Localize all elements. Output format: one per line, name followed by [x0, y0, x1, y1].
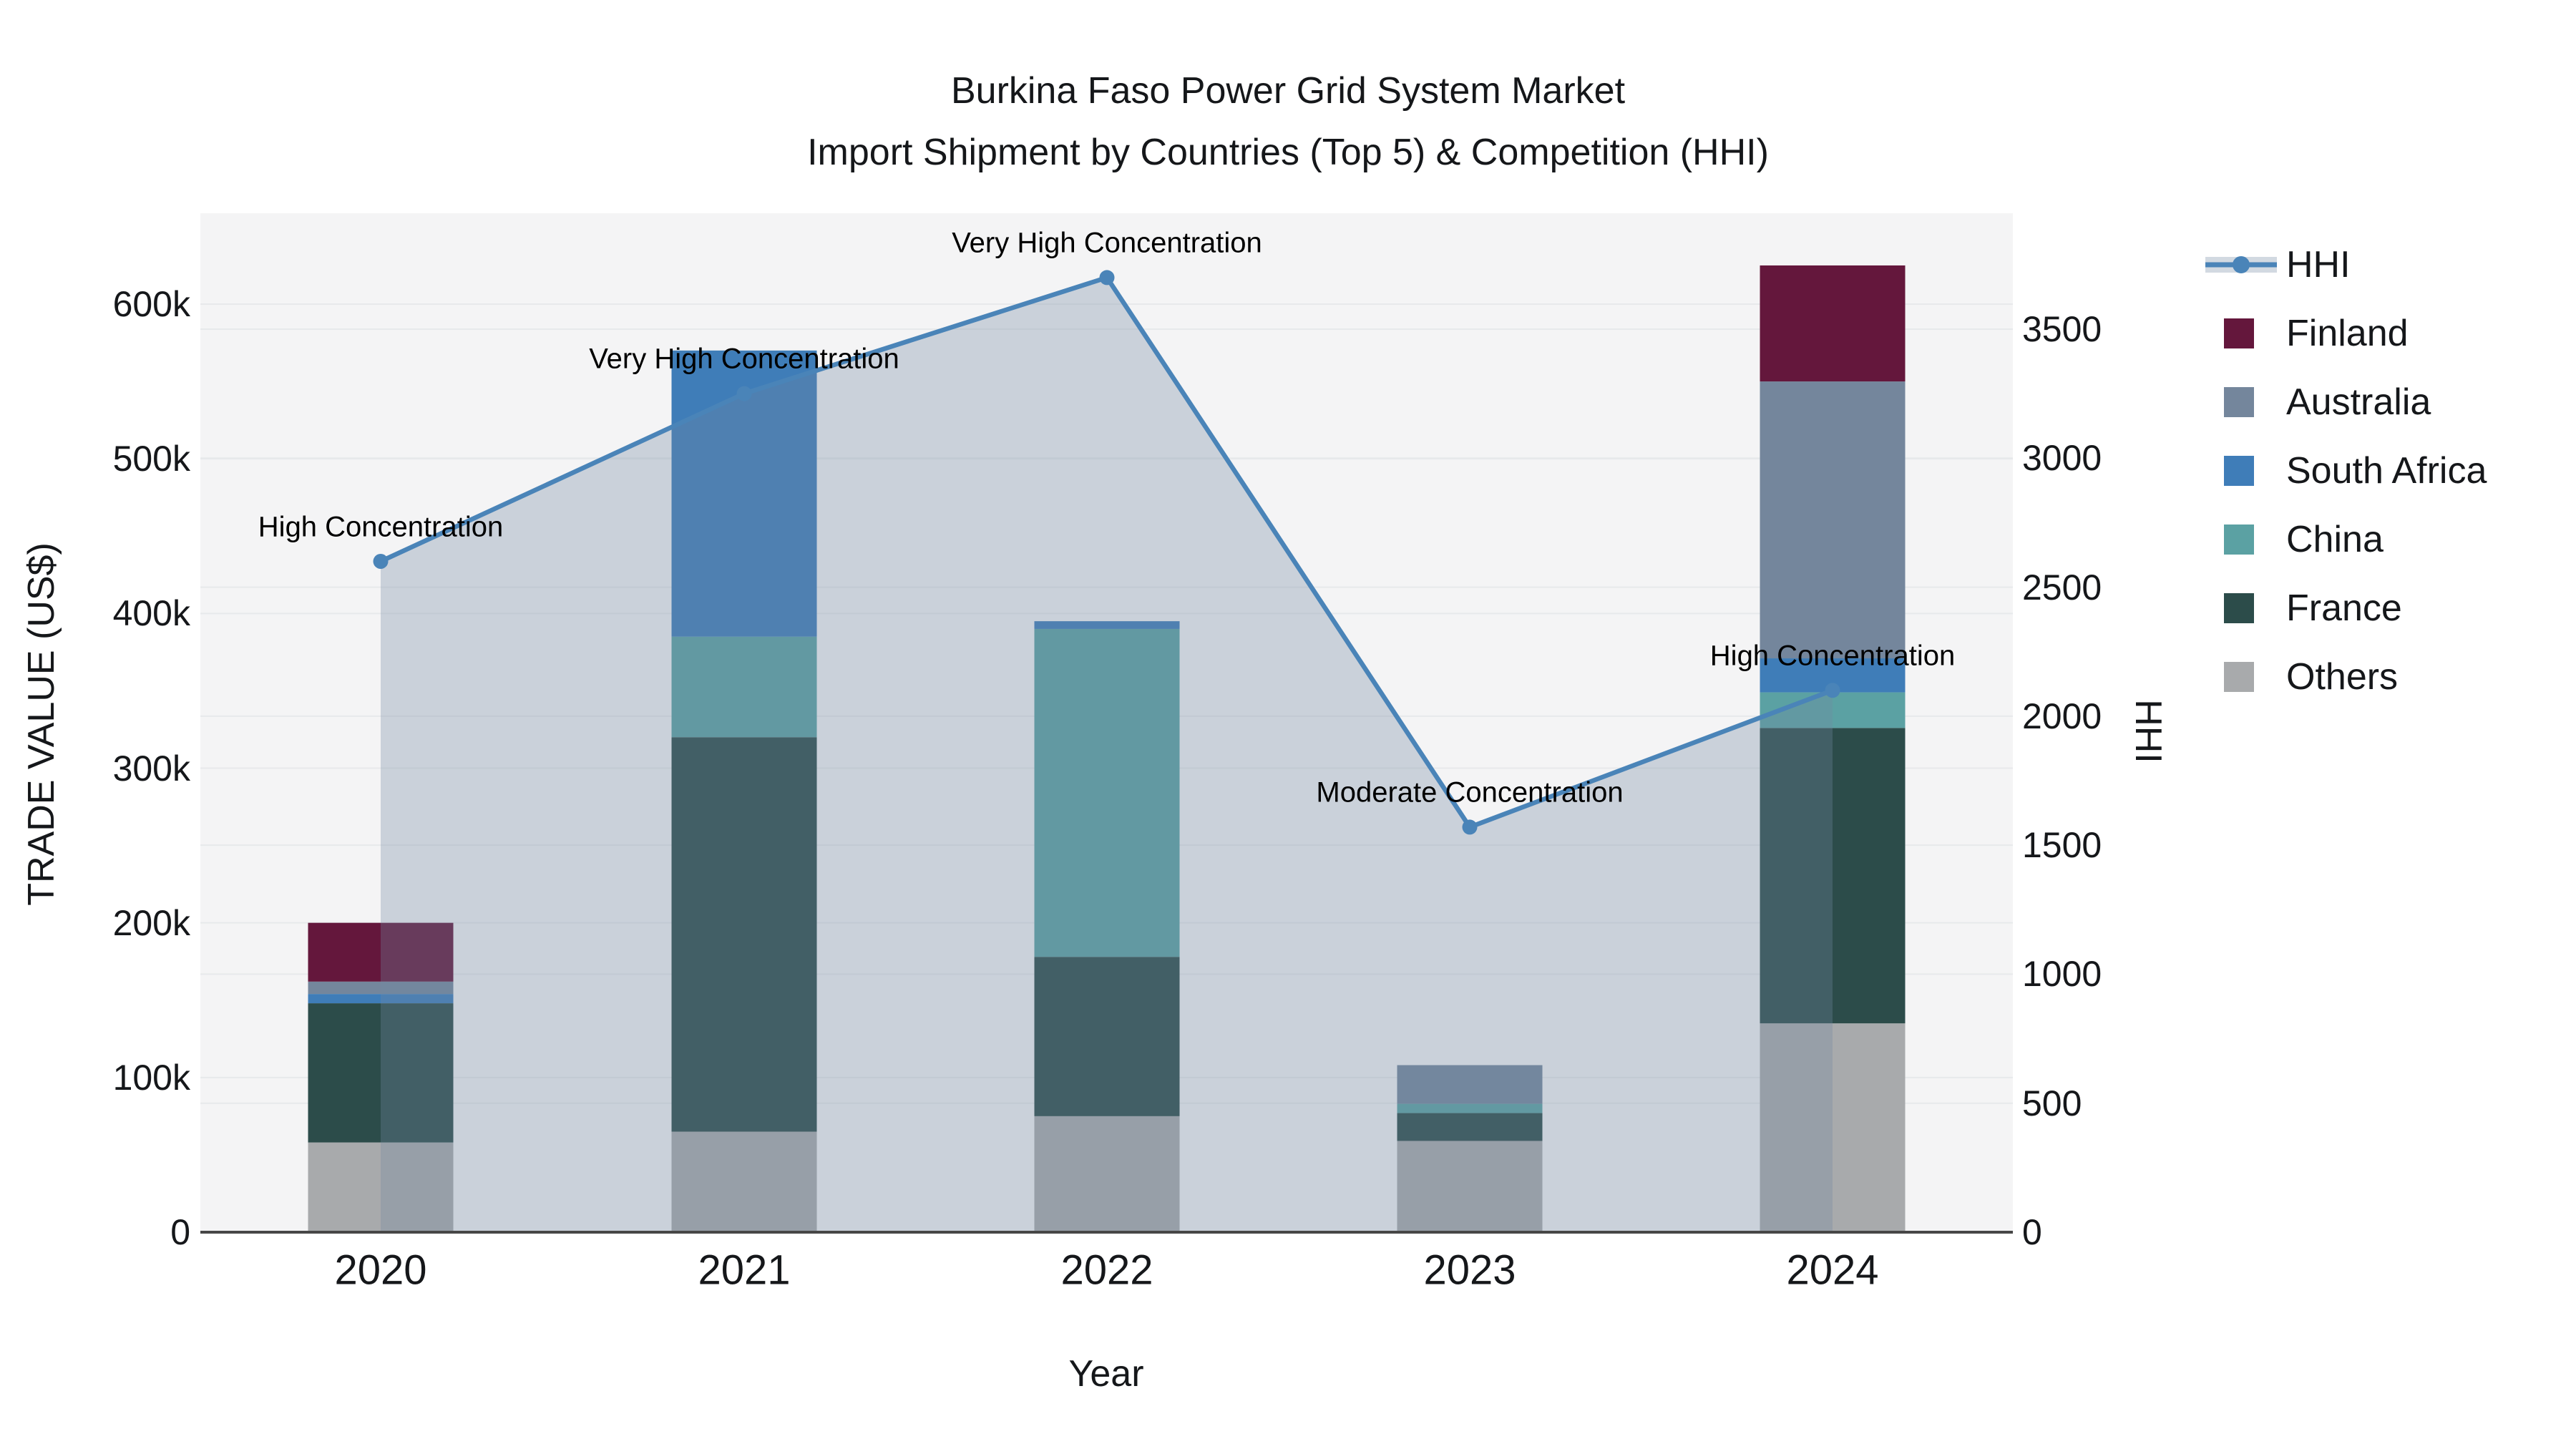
legend-item-france[interactable]: France	[2204, 587, 2547, 630]
hhi-area-fill	[381, 277, 1833, 1232]
left-tick-300k: 300k	[112, 748, 190, 789]
x-tick-2023: 2023	[1423, 1246, 1516, 1294]
right-tick-3500: 3500	[2022, 309, 2102, 349]
right-tick-1500: 1500	[2022, 825, 2102, 866]
bar-others-2020	[308, 1142, 454, 1232]
legend-label: China	[2286, 519, 2384, 560]
bar-others-2022	[1034, 1116, 1180, 1232]
legend-label: South Africa	[2286, 450, 2487, 492]
annotation-2022: Very High Concentration	[952, 227, 1262, 259]
bar-france-2021	[671, 737, 817, 1132]
left-tick-0: 0	[170, 1212, 190, 1252]
bar-others-2024	[1760, 1023, 1906, 1232]
left-axis-title: TRADE VALUE (US$)	[21, 542, 62, 906]
annotation-2021: Very High Concentration	[589, 343, 899, 375]
legend-label: Australia	[2286, 381, 2431, 423]
left-tick-500k: 500k	[112, 439, 190, 479]
hhi-marker-2022	[1099, 270, 1115, 286]
bar-france-2024	[1760, 728, 1906, 1024]
hhi-marker-2024	[1825, 683, 1840, 698]
bar-australia-2023	[1397, 1065, 1543, 1104]
x-axis-title: Year	[1068, 1353, 1144, 1395]
right-tick-500: 500	[2022, 1083, 2082, 1123]
annotation-2020: High Concentration	[258, 511, 504, 542]
chart-title-line1: Burkina Faso Power Grid System Market	[950, 70, 1626, 112]
right-tick-1000: 1000	[2022, 954, 2102, 995]
legend-label: Others	[2286, 656, 2399, 698]
right-tick-0: 0	[2022, 1212, 2042, 1252]
x-tick-2022: 2022	[1060, 1246, 1153, 1294]
bar-china-2022	[1034, 628, 1180, 957]
legend-label: France	[2286, 587, 2402, 629]
x-tick-2024: 2024	[1786, 1246, 1879, 1294]
bar-others-2021	[671, 1131, 817, 1232]
right-tick-2000: 2000	[2022, 696, 2102, 736]
left-tick-100k: 100k	[112, 1057, 190, 1098]
left-tick-600k: 600k	[112, 284, 190, 324]
legend-item-china[interactable]: China	[2204, 518, 2547, 561]
legend-item-others[interactable]: Others	[2204, 655, 2547, 698]
x-tick-2020: 2020	[334, 1246, 427, 1294]
chart-title: Burkina Faso Power Grid System Market Im…	[807, 60, 1769, 183]
hhi-line-sample	[2205, 256, 2277, 273]
bar-finland-2024	[1760, 265, 1906, 382]
hhi-marker-2023	[1462, 819, 1478, 835]
legend-label: Finland	[2286, 313, 2409, 354]
bar-france-2020	[308, 1003, 454, 1143]
right-tick-2500: 2500	[2022, 567, 2102, 608]
bar-finland-2020	[308, 922, 454, 982]
legend-item-hhi[interactable]: HHI	[2204, 243, 2547, 286]
bar-france-2023	[1397, 1113, 1543, 1141]
bar-china-2023	[1397, 1103, 1543, 1113]
right-axis-title: HHI	[2127, 699, 2169, 763]
x-tick-2021: 2021	[698, 1246, 791, 1294]
finland-swatch-icon	[2224, 318, 2254, 348]
australia-swatch-icon	[2224, 387, 2254, 417]
annotation-2024: High Concentration	[1709, 640, 1956, 672]
legend-item-australia[interactable]: Australia	[2204, 381, 2547, 424]
bar-australia-2020	[308, 981, 454, 995]
bar-france-2022	[1034, 957, 1180, 1116]
legend-item-finland[interactable]: Finland	[2204, 312, 2547, 355]
bar-others-2023	[1397, 1141, 1543, 1232]
left-tick-200k: 200k	[112, 902, 190, 943]
legend-item-south-africa[interactable]: South Africa	[2204, 449, 2547, 492]
others-swatch-icon	[2224, 662, 2254, 692]
hhi-marker-2020	[373, 554, 389, 569]
france-swatch-icon	[2224, 593, 2254, 623]
bar-south-africa-2020	[308, 994, 454, 1004]
legend-label: HHI	[2286, 244, 2351, 286]
chart-title-line2: Import Shipment by Countries (Top 5) & C…	[807, 132, 1769, 173]
annotation-2023: Moderate Concentration	[1316, 776, 1624, 809]
bar-south-africa-2022	[1034, 621, 1180, 629]
china-swatch-icon	[2224, 525, 2254, 555]
right-tick-3000: 3000	[2022, 438, 2102, 479]
south-africa-swatch-icon	[2224, 456, 2254, 486]
bar-china-2021	[671, 636, 817, 738]
left-tick-400k: 400k	[112, 593, 190, 634]
hhi-marker-2021	[736, 386, 752, 401]
bar-australia-2024	[1760, 381, 1906, 659]
